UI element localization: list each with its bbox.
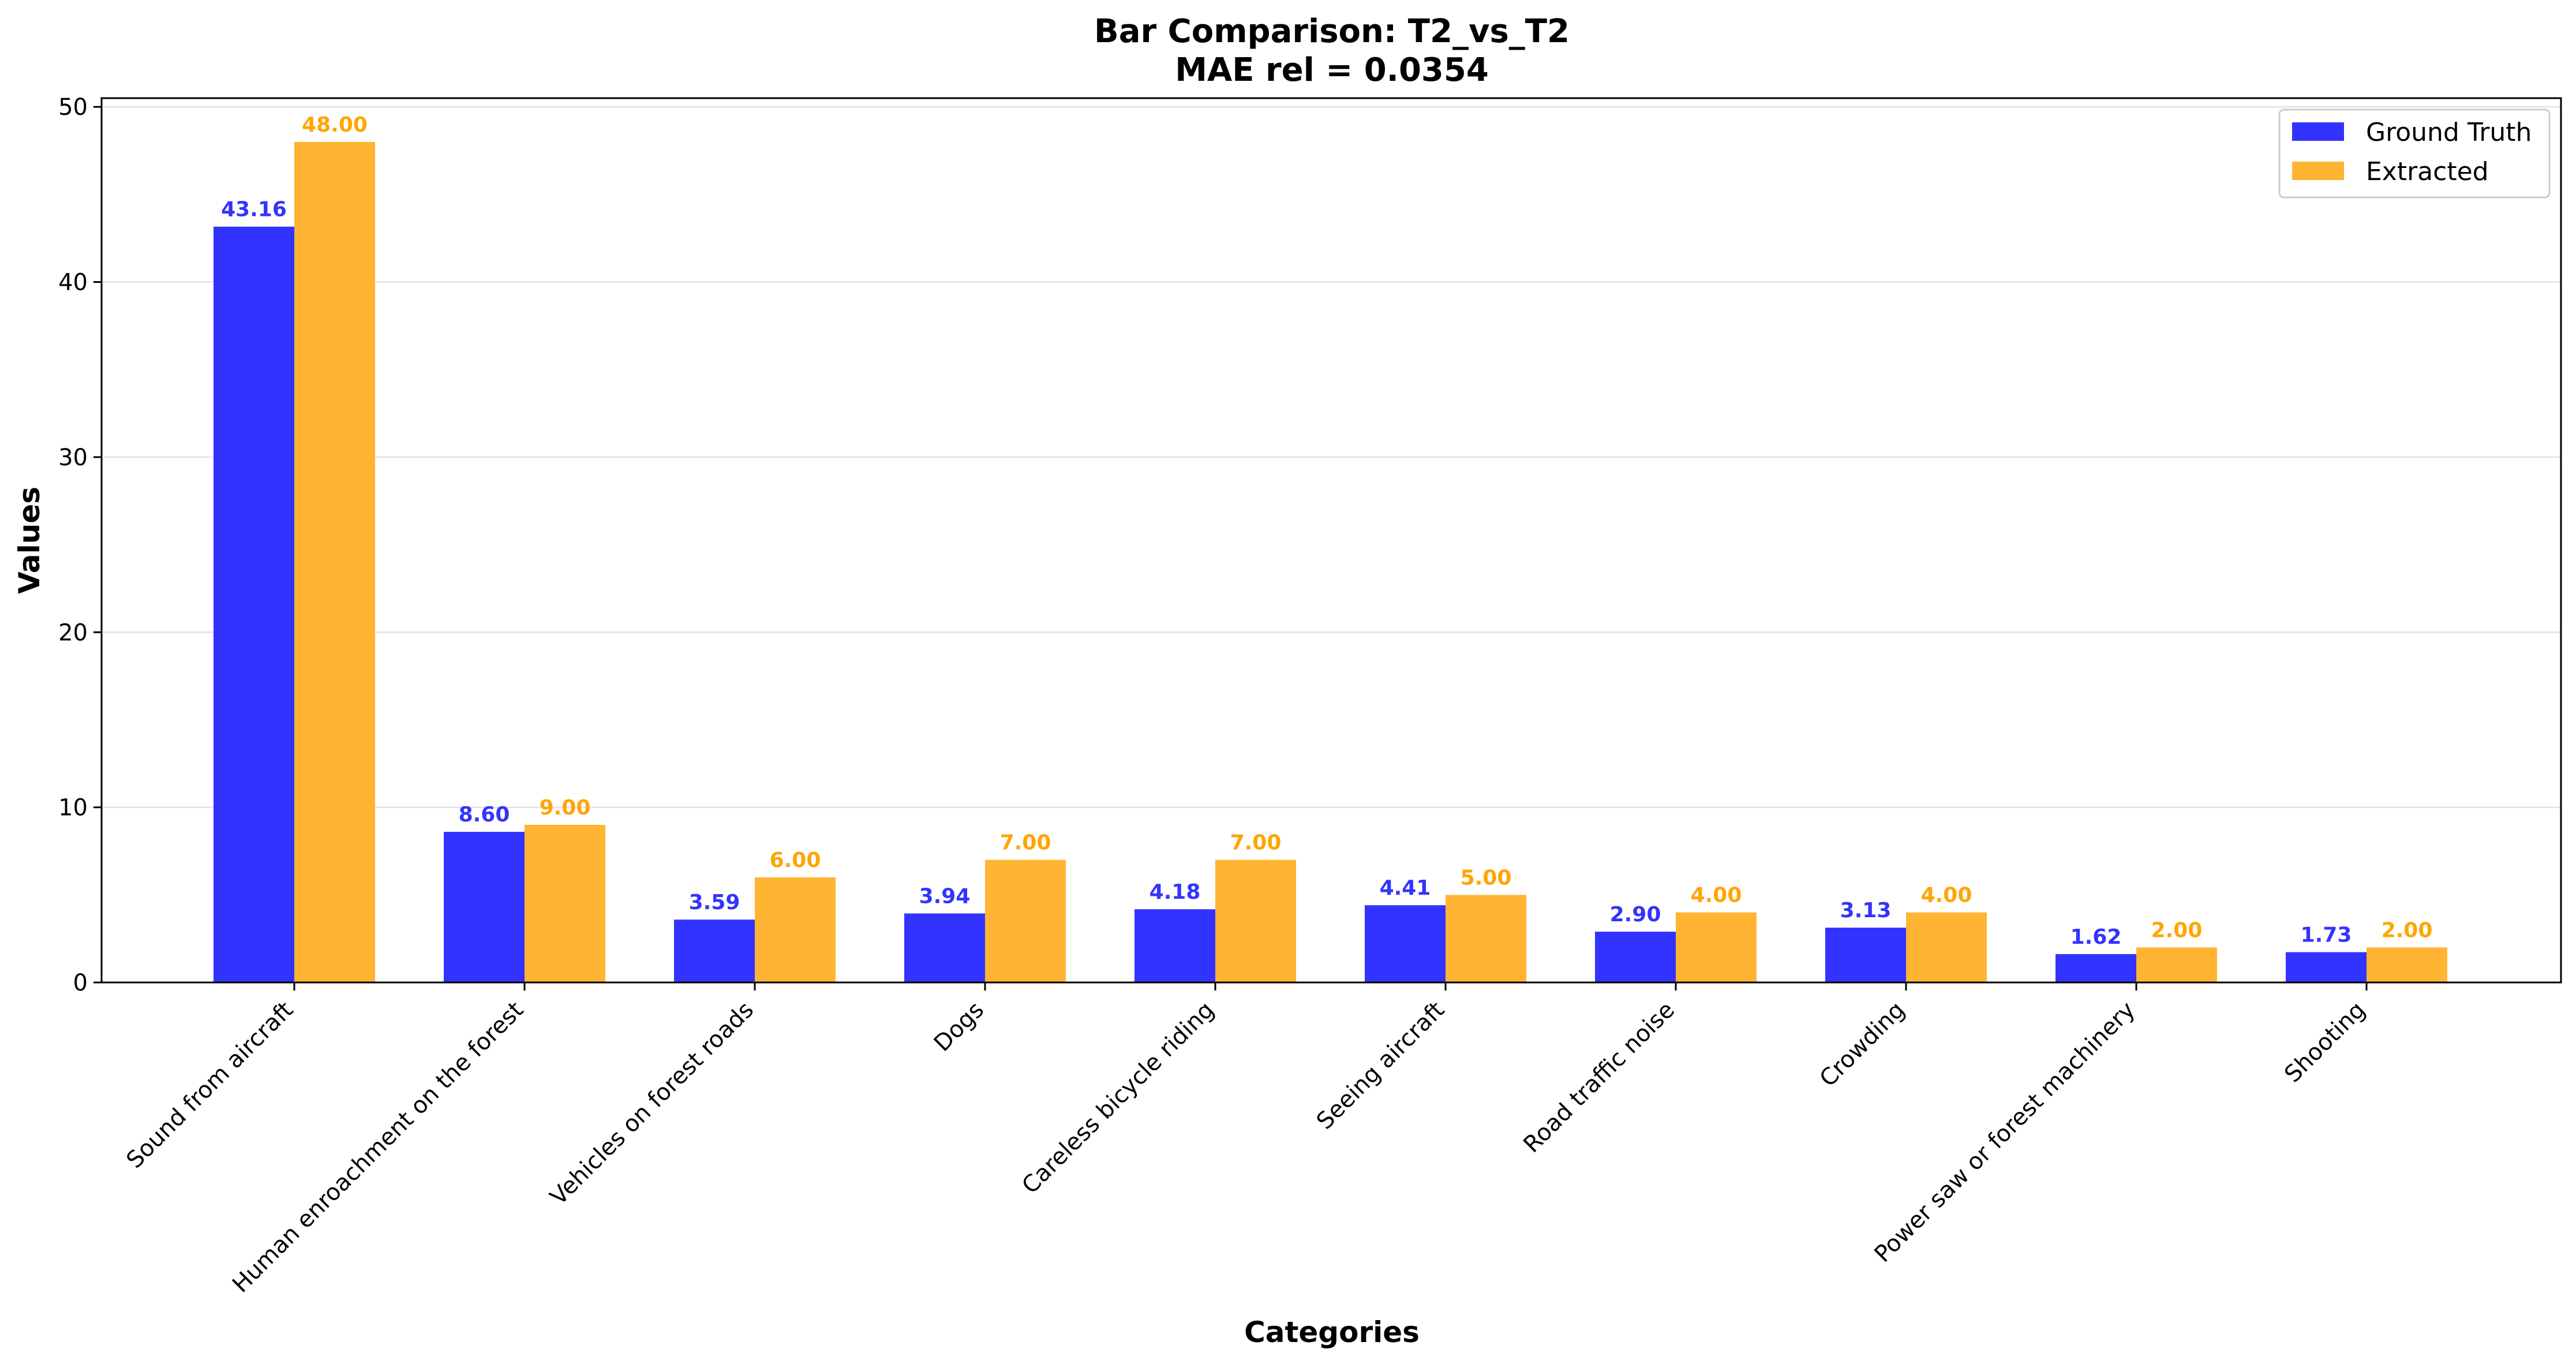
y-tick-label-40: 40 — [58, 270, 88, 296]
value-label-ground-truth-road-traffic-noise: 2.90 — [1610, 903, 1661, 926]
x-tick-label-road-traffic-noise: Road traffic noise — [1518, 997, 1680, 1159]
x-tick-label-human-enroachment-on-the-forest: Human enroachment on the forest — [227, 997, 529, 1298]
value-label-ground-truth-human-enroachment-on-the-forest: 8.60 — [459, 803, 510, 827]
bar-extracted-dogs — [985, 859, 1066, 982]
bar-extracted-seeing-aircraft — [1446, 895, 1526, 982]
bar-extracted-vehicles-on-forest-roads — [755, 877, 836, 982]
legend-frame — [2278, 109, 2551, 199]
chart-title-line-1: Bar Comparison: T2_vs_T2 — [1094, 13, 1570, 50]
value-label-ground-truth-seeing-aircraft: 4.41 — [1380, 876, 1431, 900]
value-label-ground-truth-power-saw-or-forest-machinery: 1.62 — [2070, 925, 2122, 949]
y-tick-label-50: 50 — [58, 94, 88, 121]
legend-swatch-extracted — [2292, 162, 2344, 180]
value-label-ground-truth-dogs: 3.94 — [919, 884, 971, 908]
bar-ground-truth-power-saw-or-forest-machinery — [2055, 954, 2136, 982]
bar-ground-truth-road-traffic-noise — [1595, 932, 1676, 982]
bar-ground-truth-vehicles-on-forest-roads — [674, 920, 755, 982]
value-label-ground-truth-careless-bicycle-riding: 4.18 — [1150, 880, 1201, 904]
x-tick-label-power-saw-or-forest-machinery: Power saw or forest machinery — [1870, 997, 2141, 1268]
value-label-extracted-vehicles-on-forest-roads: 6.00 — [770, 849, 821, 872]
bar-extracted-careless-bicycle-riding — [1215, 859, 1296, 982]
y-axis-ticks: 0 10 20 30 40 50 — [58, 94, 102, 996]
legend-label-extracted: Extracted — [2366, 157, 2489, 186]
x-tick-label-sound-from-aircraft: Sound from aircraft — [121, 997, 298, 1174]
bar-ground-truth-human-enroachment-on-the-forest — [444, 832, 525, 982]
bar-extracted-shooting — [2367, 947, 2447, 982]
bar-ground-truth-careless-bicycle-riding — [1135, 909, 1215, 982]
legend-label-ground-truth: Ground Truth — [2366, 118, 2532, 147]
x-tick-label-vehicles-on-forest-roads: Vehicles on forest roads — [545, 997, 759, 1210]
bar-extracted-human-enroachment-on-the-forest — [525, 824, 605, 982]
y-tick-label-30: 30 — [58, 444, 88, 471]
value-label-extracted-crowding: 4.00 — [1921, 884, 1972, 907]
bar-extracted-crowding — [1906, 912, 1987, 982]
x-tick-label-seeing-aircraft: Seeing aircraft — [1312, 997, 1450, 1135]
value-label-extracted-shooting: 2.00 — [2382, 918, 2433, 942]
bar-ground-truth-seeing-aircraft — [1365, 905, 1446, 982]
y-tick-label-10: 10 — [58, 795, 88, 821]
bar-extracted-power-saw-or-forest-machinery — [2136, 947, 2217, 982]
value-label-ground-truth-shooting: 1.73 — [2301, 924, 2352, 947]
value-label-ground-truth-sound-from-aircraft: 43.16 — [221, 198, 287, 222]
value-label-ground-truth-vehicles-on-forest-roads: 3.59 — [689, 891, 740, 914]
value-label-extracted-power-saw-or-forest-machinery: 2.00 — [2151, 918, 2203, 942]
plot-area-frame — [100, 97, 2562, 984]
grid-lines — [102, 106, 2561, 809]
bars — [214, 141, 2447, 983]
bar-ground-truth-sound-from-aircraft — [214, 226, 294, 982]
value-label-extracted-sound-from-aircraft: 48.00 — [302, 113, 368, 137]
legend-swatch-ground-truth — [2292, 122, 2344, 141]
value-label-ground-truth-crowding: 3.13 — [1840, 899, 1892, 922]
x-tick-label-careless-bicycle-riding: Careless bicycle riding — [1017, 997, 1219, 1199]
legend: Ground Truth Extracted — [2278, 109, 2551, 199]
chart-title-line-2: MAE rel = 0.0354 — [1175, 51, 1489, 89]
bar-ground-truth-crowding — [1825, 928, 1906, 982]
value-labels: 43.16 48.00 8.60 9.00 3.59 6.00 3.94 7.00 4.18 7.… — [221, 113, 2432, 949]
bar-ground-truth-dogs — [904, 913, 985, 982]
value-label-extracted-human-enroachment-on-the-forest: 9.00 — [540, 796, 591, 820]
x-tick-label-crowding: Crowding — [1815, 997, 1910, 1092]
x-axis-title: Categories — [1244, 1316, 1420, 1349]
bar-extracted-road-traffic-noise — [1676, 912, 1757, 982]
y-axis-title: Values — [13, 487, 46, 594]
bar-extracted-sound-from-aircraft — [294, 141, 375, 983]
bar-ground-truth-shooting — [2286, 952, 2367, 982]
y-tick-label-20: 20 — [58, 619, 88, 646]
value-label-extracted-dogs: 7.00 — [1000, 831, 1051, 855]
value-label-extracted-road-traffic-noise: 4.00 — [1691, 884, 1742, 907]
value-label-extracted-seeing-aircraft: 5.00 — [1461, 866, 1512, 890]
value-label-extracted-careless-bicycle-riding: 7.00 — [1230, 831, 1282, 855]
x-tick-label-shooting: Shooting — [2279, 997, 2371, 1088]
x-tick-label-dogs: Dogs — [929, 997, 989, 1057]
y-tick-label-0: 0 — [73, 970, 88, 996]
